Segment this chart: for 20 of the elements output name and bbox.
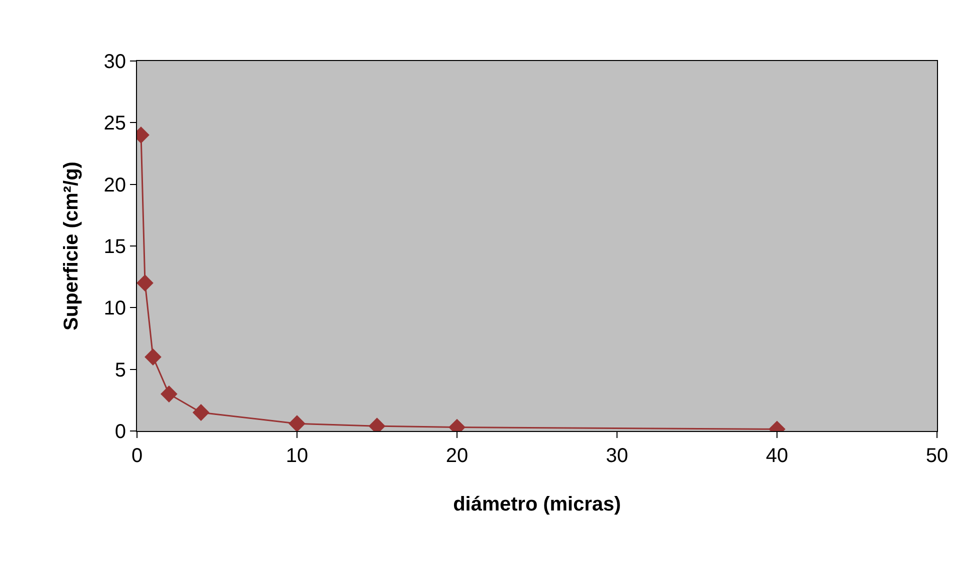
x-tick-label: 30 bbox=[606, 445, 628, 467]
y-axis-title: Superficie (cm²/g) bbox=[60, 162, 82, 330]
x-tick-label: 20 bbox=[446, 445, 468, 467]
x-tick-label: 0 bbox=[131, 445, 143, 467]
y-tick-label: 10 bbox=[104, 298, 126, 320]
y-tick-label: 0 bbox=[114, 421, 126, 443]
point bbox=[160, 386, 178, 402]
x-axis-title: diámetro (micras) bbox=[453, 494, 621, 516]
y-tick-label: 30 bbox=[104, 51, 126, 73]
x-tick-label: 40 bbox=[766, 445, 788, 467]
x-tick-label: 50 bbox=[926, 445, 948, 467]
y-tick-label: 25 bbox=[104, 112, 126, 135]
point bbox=[192, 404, 210, 421]
point bbox=[137, 274, 154, 292]
point bbox=[288, 415, 306, 431]
y-tick-label: 20 bbox=[104, 174, 126, 196]
x-tick-label: 10 bbox=[286, 445, 308, 467]
y-tick-label: 5 bbox=[114, 359, 126, 382]
y-tick-label: 15 bbox=[104, 236, 126, 258]
point bbox=[144, 348, 162, 366]
